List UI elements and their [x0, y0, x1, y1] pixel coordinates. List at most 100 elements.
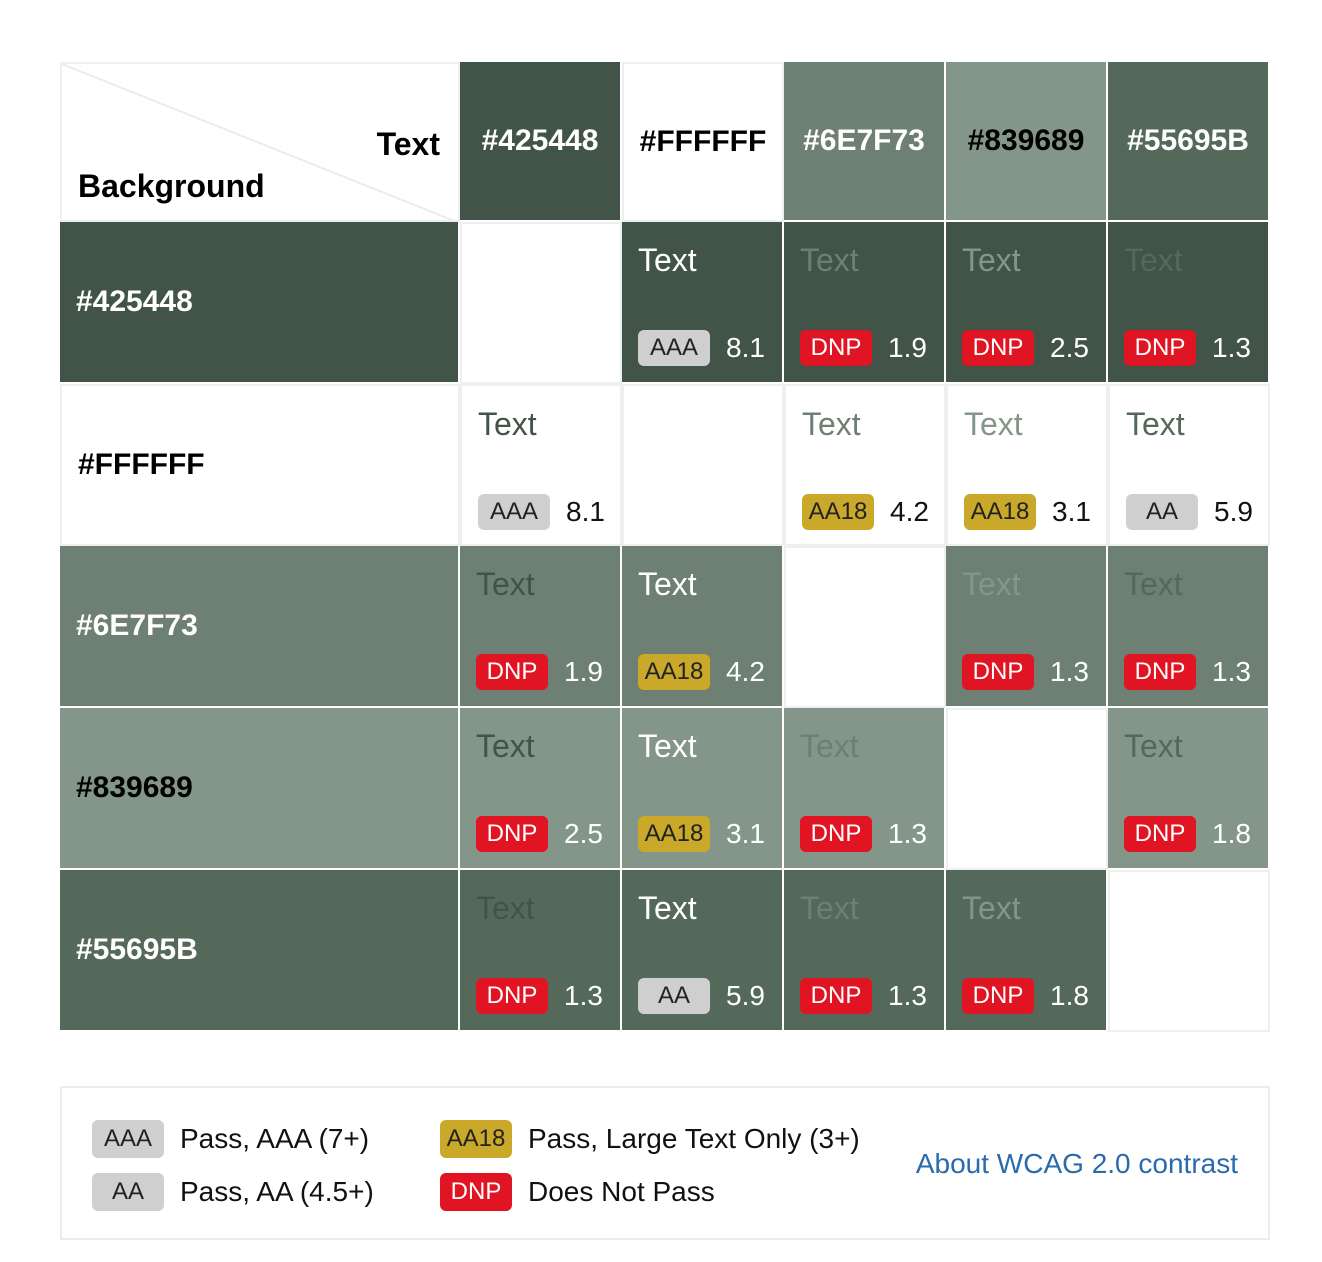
corner-header: Text Background	[60, 62, 460, 222]
rating-badge: DNP	[962, 654, 1034, 690]
rating-badge: DNP	[476, 816, 548, 852]
sample-text: Text	[638, 242, 697, 278]
column-header: #55695B	[1108, 62, 1270, 222]
contrast-cell: Text DNP 2.5	[460, 708, 622, 870]
contrast-ratio: 5.9	[1214, 496, 1253, 527]
row-header: #6E7F73	[60, 546, 460, 708]
sample-text: Text	[1124, 728, 1183, 764]
row-header: #839689	[60, 708, 460, 870]
contrast-ratio: 1.3	[564, 980, 603, 1011]
contrast-cell: Text AA18 3.1	[946, 384, 1108, 546]
legend: AAA Pass, AAA (7+) AA Pass, AA (4.5+) AA…	[60, 1086, 1270, 1240]
legend-text: Pass, AAA (7+)	[180, 1123, 370, 1154]
corner-diagonal-line	[62, 64, 455, 220]
sample-text: Text	[964, 406, 1023, 442]
legend-text: Pass, Large Text Only (3+)	[528, 1123, 860, 1154]
sample-text: Text	[476, 566, 535, 602]
contrast-cell: Text AA 5.9	[622, 870, 784, 1032]
contrast-cell: Text AA18 4.2	[784, 384, 946, 546]
contrast-ratio: 1.9	[564, 656, 603, 687]
contrast-ratio: 3.1	[1052, 496, 1091, 527]
rating-badge: AA	[638, 978, 710, 1014]
contrast-ratio: 1.9	[888, 332, 927, 363]
sample-text: Text	[962, 242, 1021, 278]
rating-badge: DNP	[800, 816, 872, 852]
contrast-ratio: 4.2	[890, 496, 929, 527]
sample-text: Text	[800, 728, 859, 764]
sample-text: Text	[1124, 566, 1183, 602]
rating-badge: AA18	[964, 494, 1036, 530]
rating-badge: AA18	[638, 816, 710, 852]
contrast-cell: Text DNP 1.9	[460, 546, 622, 708]
rating-badge: DNP	[800, 978, 872, 1014]
sample-text: Text	[800, 242, 859, 278]
contrast-ratio: 1.8	[1212, 818, 1251, 849]
contrast-cell: Text AAA 8.1	[460, 384, 622, 546]
empty-cell	[784, 546, 946, 708]
sample-text: Text	[962, 890, 1021, 926]
contrast-cell: Text DNP 1.3	[784, 708, 946, 870]
rating-badge: DNP	[800, 330, 872, 366]
contrast-ratio: 1.3	[888, 980, 927, 1011]
row-header: #FFFFFF	[60, 384, 460, 546]
about-wcag-link[interactable]: About WCAG 2.0 contrast	[915, 1148, 1238, 1179]
sample-text: Text	[1126, 406, 1185, 442]
contrast-cell: Text DNP 2.5	[946, 222, 1108, 384]
aa-badge: AA	[92, 1173, 164, 1211]
background-axis-label: Background	[78, 168, 265, 204]
legend-text: Pass, AA (4.5+)	[180, 1176, 374, 1207]
column-header: #FFFFFF	[622, 62, 784, 222]
rating-badge: DNP	[1124, 330, 1196, 366]
contrast-cell: Text DNP 1.3	[784, 870, 946, 1032]
contrast-ratio: 2.5	[564, 818, 603, 849]
sample-text: Text	[638, 728, 697, 764]
text-axis-label: Text	[376, 126, 440, 162]
rating-badge: AAA	[638, 330, 710, 366]
rating-badge: DNP	[476, 978, 548, 1014]
column-header: #425448	[460, 62, 622, 222]
sample-text: Text	[476, 728, 535, 764]
row-header: #425448	[60, 222, 460, 384]
contrast-cell: Text DNP 1.3	[946, 546, 1108, 708]
dnp-badge: DNP	[440, 1173, 512, 1211]
legend-text: Does Not Pass	[528, 1176, 715, 1207]
contrast-ratio: 8.1	[566, 496, 605, 527]
contrast-cell: Text DNP 1.3	[460, 870, 622, 1032]
contrast-cell: Text DNP 1.9	[784, 222, 946, 384]
contrast-cell: Text AA 5.9	[1108, 384, 1270, 546]
sample-text: Text	[802, 406, 861, 442]
row-header: #55695B	[60, 870, 460, 1032]
rating-badge: DNP	[1124, 816, 1196, 852]
rating-badge: AA	[1126, 494, 1198, 530]
rating-badge: AA18	[802, 494, 874, 530]
sample-text: Text	[1124, 242, 1183, 278]
contrast-ratio: 1.3	[888, 818, 927, 849]
contrast-cell: Text AA18 4.2	[622, 546, 784, 708]
contrast-ratio: 8.1	[726, 332, 765, 363]
contrast-grid: Text Background #425448 #FFFFFF #6E7F73 #83…	[60, 62, 1270, 1032]
contrast-cell: Text DNP 1.3	[1108, 222, 1270, 384]
sample-text: Text	[800, 890, 859, 926]
rating-badge: DNP	[962, 978, 1034, 1014]
contrast-ratio: 5.9	[726, 980, 765, 1011]
contrast-ratio: 1.8	[1050, 980, 1089, 1011]
rating-badge: AA18	[638, 654, 710, 690]
contrast-cell: Text AAA 8.1	[622, 222, 784, 384]
empty-cell	[622, 384, 784, 546]
aaa-badge: AAA	[92, 1120, 164, 1158]
contrast-ratio: 3.1	[726, 818, 765, 849]
empty-cell	[460, 222, 622, 384]
sample-text: Text	[638, 566, 697, 602]
column-header: #6E7F73	[784, 62, 946, 222]
contrast-cell: Text AA18 3.1	[622, 708, 784, 870]
sample-text: Text	[478, 406, 537, 442]
contrast-ratio: 1.3	[1212, 656, 1251, 687]
sample-text: Text	[962, 566, 1021, 602]
sample-text: Text	[476, 890, 535, 926]
contrast-cell: Text DNP 1.3	[1108, 546, 1270, 708]
contrast-ratio: 1.3	[1050, 656, 1089, 687]
aa18-badge: AA18	[440, 1120, 512, 1158]
contrast-cell: Text DNP 1.8	[946, 870, 1108, 1032]
contrast-ratio: 2.5	[1050, 332, 1089, 363]
sample-text: Text	[638, 890, 697, 926]
